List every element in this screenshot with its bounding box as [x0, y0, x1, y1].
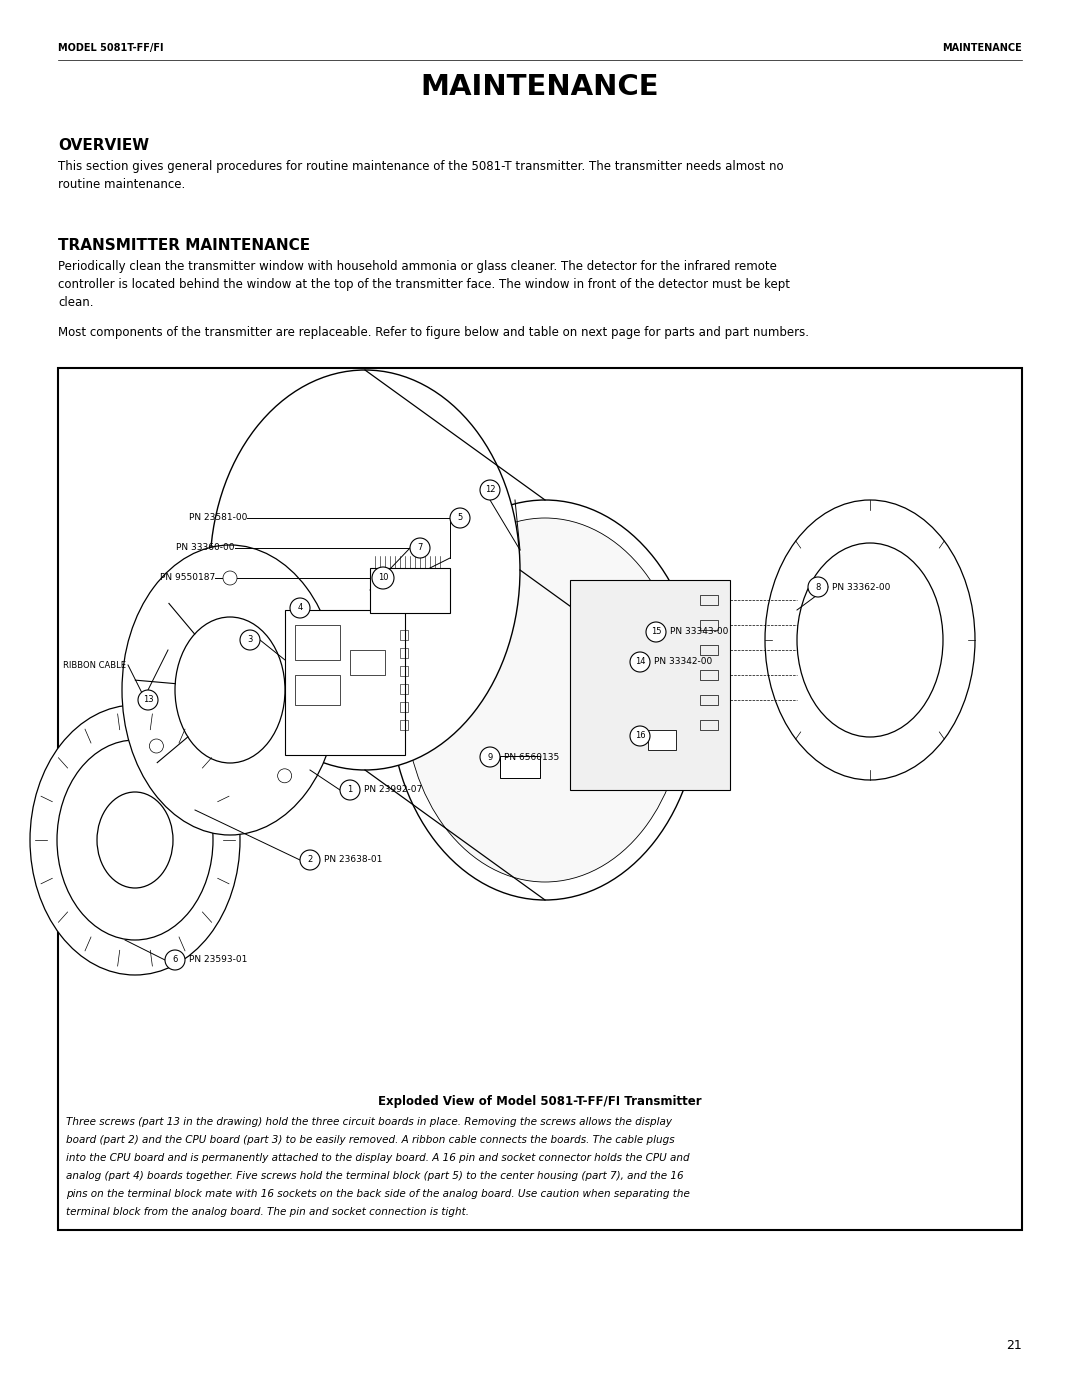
- Ellipse shape: [390, 500, 700, 900]
- Text: 8: 8: [815, 583, 821, 591]
- Circle shape: [630, 726, 650, 746]
- Bar: [400, 703, 408, 712]
- Bar: [500, 756, 540, 778]
- Text: PN 23593-01: PN 23593-01: [189, 956, 247, 964]
- Text: into the CPU board and is permanently attached to the display board. A 16 pin an: into the CPU board and is permanently at…: [66, 1153, 690, 1162]
- Circle shape: [278, 768, 292, 782]
- Bar: [58, 367, 1022, 1229]
- Text: OVERVIEW: OVERVIEW: [58, 138, 149, 154]
- Text: RIBBON CABLE: RIBBON CABLE: [63, 661, 126, 669]
- Circle shape: [410, 538, 430, 557]
- Bar: [285, 610, 405, 754]
- Circle shape: [222, 571, 237, 585]
- Circle shape: [450, 509, 470, 528]
- Text: PN 23581-00: PN 23581-00: [189, 514, 247, 522]
- Text: MODEL 5081T-FF/FI: MODEL 5081T-FF/FI: [58, 43, 163, 53]
- Text: 3: 3: [247, 636, 253, 644]
- Text: PN 33343-00: PN 33343-00: [670, 627, 728, 637]
- Text: 4: 4: [297, 604, 302, 612]
- Ellipse shape: [797, 543, 943, 738]
- Circle shape: [646, 622, 666, 643]
- Ellipse shape: [210, 370, 519, 770]
- Bar: [700, 671, 718, 680]
- Circle shape: [480, 481, 500, 500]
- Text: 13: 13: [143, 696, 153, 704]
- Bar: [400, 630, 408, 640]
- Bar: [350, 650, 384, 675]
- Text: PN 33360-00: PN 33360-00: [176, 543, 235, 552]
- Text: 9: 9: [487, 753, 492, 761]
- Text: 7: 7: [417, 543, 422, 552]
- Circle shape: [630, 652, 650, 672]
- Text: This section gives general procedures for routine maintenance of the 5081-T tran: This section gives general procedures fo…: [58, 161, 784, 191]
- Text: 12: 12: [485, 486, 496, 495]
- Bar: [400, 685, 408, 694]
- Circle shape: [480, 747, 500, 767]
- Bar: [370, 569, 450, 613]
- Text: Three screws (part 13 in the drawing) hold the three circuit boards in place. Re: Three screws (part 13 in the drawing) ho…: [66, 1118, 672, 1127]
- Text: PN 9550187: PN 9550187: [160, 574, 215, 583]
- Bar: [700, 645, 718, 655]
- Circle shape: [291, 598, 310, 617]
- Ellipse shape: [405, 518, 685, 882]
- Ellipse shape: [122, 545, 338, 835]
- Text: PN 23638-01: PN 23638-01: [324, 855, 382, 865]
- Ellipse shape: [30, 705, 240, 975]
- Text: PN 23992-07: PN 23992-07: [364, 785, 422, 795]
- Bar: [700, 719, 718, 731]
- Text: 10: 10: [378, 574, 388, 583]
- Ellipse shape: [57, 740, 213, 940]
- Circle shape: [165, 950, 185, 970]
- Circle shape: [240, 630, 260, 650]
- Circle shape: [372, 567, 394, 590]
- Text: board (part 2) and the CPU board (part 3) to be easily removed. A ribbon cable c: board (part 2) and the CPU board (part 3…: [66, 1134, 675, 1146]
- Text: terminal block from the analog board. The pin and socket connection is tight.: terminal block from the analog board. Th…: [66, 1207, 469, 1217]
- Text: MAINTENANCE: MAINTENANCE: [421, 73, 659, 101]
- Text: 21: 21: [1007, 1338, 1022, 1352]
- Bar: [400, 648, 408, 658]
- Bar: [700, 694, 718, 705]
- Text: 16: 16: [635, 732, 646, 740]
- Text: MAINTENANCE: MAINTENANCE: [942, 43, 1022, 53]
- Text: 6: 6: [173, 956, 178, 964]
- Circle shape: [340, 780, 360, 800]
- Text: 5: 5: [457, 514, 462, 522]
- Text: 2: 2: [308, 855, 312, 865]
- Circle shape: [300, 849, 320, 870]
- Ellipse shape: [97, 792, 173, 888]
- Bar: [295, 675, 340, 705]
- Bar: [400, 666, 408, 676]
- Ellipse shape: [175, 617, 285, 763]
- Bar: [648, 731, 676, 750]
- Text: 14: 14: [635, 658, 645, 666]
- Bar: [700, 595, 718, 605]
- Circle shape: [808, 577, 828, 597]
- Text: TRANSMITTER MAINTENANCE: TRANSMITTER MAINTENANCE: [58, 237, 310, 253]
- Text: Most components of the transmitter are replaceable. Refer to figure below and ta: Most components of the transmitter are r…: [58, 326, 809, 339]
- Text: 15: 15: [651, 627, 661, 637]
- Text: PN 33342-00: PN 33342-00: [654, 658, 712, 666]
- Bar: [700, 620, 718, 630]
- Bar: [295, 624, 340, 659]
- Text: PN 6560135: PN 6560135: [504, 753, 559, 761]
- Text: PN 33362-00: PN 33362-00: [832, 583, 890, 591]
- Circle shape: [138, 690, 158, 710]
- Text: Periodically clean the transmitter window with household ammonia or glass cleane: Periodically clean the transmitter windo…: [58, 260, 789, 309]
- Text: pins on the terminal block mate with 16 sockets on the back side of the analog b: pins on the terminal block mate with 16 …: [66, 1189, 690, 1199]
- Ellipse shape: [765, 500, 975, 780]
- Circle shape: [149, 739, 163, 753]
- Text: 1: 1: [348, 785, 353, 795]
- Bar: [570, 580, 730, 789]
- Text: Exploded View of Model 5081-T-FF/FI Transmitter: Exploded View of Model 5081-T-FF/FI Tran…: [378, 1095, 702, 1108]
- Text: analog (part 4) boards together. Five screws hold the terminal block (part 5) to: analog (part 4) boards together. Five sc…: [66, 1171, 684, 1180]
- Bar: [400, 719, 408, 731]
